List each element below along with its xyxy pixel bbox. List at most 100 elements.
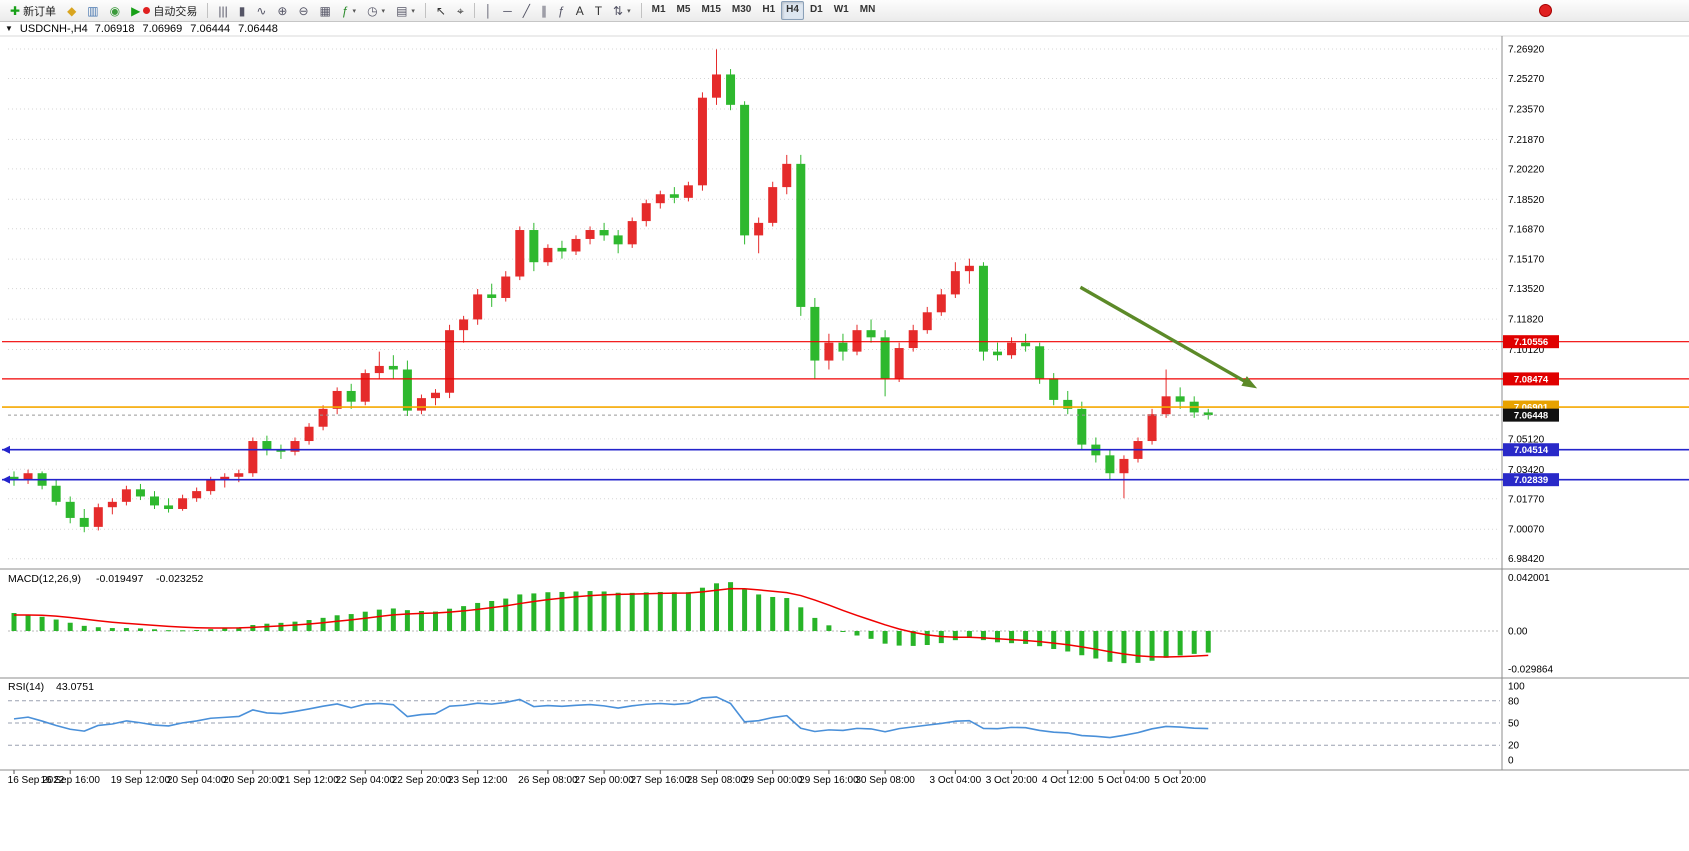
svg-text:7.10120: 7.10120: [1508, 345, 1545, 356]
time-axis-label: 22 Sep 20:00: [392, 775, 452, 786]
zoom-in-button[interactable]: ⊕: [272, 0, 292, 21]
svg-text:0.042001: 0.042001: [1508, 573, 1550, 584]
svg-text:7.21870: 7.21870: [1508, 135, 1545, 146]
symbol-dropdown-icon[interactable]: ▼: [5, 24, 13, 33]
timeframe-button-m30[interactable]: M30: [731, 4, 752, 15]
svg-text:7.26920: 7.26920: [1508, 45, 1545, 56]
zoom-out-button[interactable]: ⊖: [293, 0, 313, 21]
svg-text:7.05120: 7.05120: [1508, 434, 1545, 445]
favorites-icon: ◆: [67, 3, 77, 18]
fibonacci-icon: ƒ: [558, 3, 565, 18]
svg-text:20: 20: [1508, 741, 1520, 752]
svg-text:7.00070: 7.00070: [1508, 525, 1545, 536]
svg-text:7.03420: 7.03420: [1508, 465, 1545, 476]
text-icon: A: [575, 3, 584, 18]
equidistant-channel-button[interactable]: ∥: [536, 0, 552, 21]
svg-text:7.08474: 7.08474: [1514, 374, 1549, 385]
tile-windows-icon: ▦: [319, 3, 331, 18]
open-value: 7.06918: [94, 23, 135, 35]
timeframe-button-m1[interactable]: M1: [651, 4, 666, 15]
fibonacci-button[interactable]: ƒ: [553, 0, 570, 21]
timeframe-button-m15[interactable]: M15: [701, 4, 721, 15]
tile-windows-button[interactable]: ▦: [315, 0, 336, 21]
time-axis-label: 29 Sep 00:00: [743, 775, 803, 786]
cursor-button[interactable]: ↖: [431, 0, 451, 21]
autotrade-play-icon: ▶: [131, 3, 141, 18]
text-button[interactable]: A: [571, 0, 589, 21]
chart-window: ▼ USDCNH-,H4 7.06918 7.06969 7.06444 7.0…: [0, 22, 1689, 790]
autotrade-status-icon: [143, 7, 151, 14]
time-axis-label: 5 Oct 20:00: [1154, 775, 1206, 786]
timeframes-dropdown-button[interactable]: ◷ ▾: [362, 0, 390, 21]
crosshair-button[interactable]: ⌖: [452, 0, 469, 21]
horizontal-line-icon: ─: [503, 3, 512, 18]
macd-signal-value: -0.023252: [156, 573, 203, 585]
timeframe-button-m5[interactable]: M5: [676, 4, 691, 15]
text-label-button[interactable]: T: [590, 0, 607, 21]
timeframe-button-h1[interactable]: H1: [762, 4, 776, 15]
autotrade-label: 自动交易: [153, 5, 198, 18]
bar-chart-button[interactable]: |||: [213, 0, 232, 21]
alerts-icon: ◉: [109, 3, 121, 18]
time-axis-label: 28 Sep 08:00: [687, 775, 747, 786]
rsi-value: 43.0751: [56, 681, 94, 693]
templates-icon: ▤: [396, 3, 408, 18]
candlestick-chart-button[interactable]: ▮: [234, 0, 251, 21]
timeframe-button-w1[interactable]: W1: [833, 4, 849, 15]
notification-badge[interactable]: [1539, 4, 1552, 17]
favorites-button[interactable]: ◆: [62, 0, 81, 21]
candles: [9, 49, 1213, 533]
horizontal-line-button[interactable]: ─: [498, 0, 517, 21]
toolbar-separator: [473, 3, 475, 18]
chevron-down-icon: ▾: [411, 7, 415, 15]
candlestick-chart-icon: ▮: [238, 3, 246, 18]
price-chart-canvas[interactable]: 7.26920 7.25270 7.23570 7.21870 7.20220 7.185…: [0, 22, 1689, 790]
vertical-line-button[interactable]: │: [480, 0, 498, 21]
timeframe-button-mn[interactable]: MN: [859, 4, 876, 15]
main-toolbar: ✚ 新订单 ◆ ▥ ◉ ▶ 自动交易 ||| ▮ ∿ ⊕ ⊖ ▦ ƒ ▾ ◷ ▾ ▤ ▾ ↖ ⌖ │ ─ ╱ ∥ ƒ A T ⇅ ▾ M1 M…: [0, 0, 1689, 22]
line-price-badge: [1503, 372, 1559, 386]
rsi-label: RSI(14): [8, 681, 44, 693]
vertical-line-icon: │: [484, 3, 493, 18]
svg-text:7.06901: 7.06901: [1514, 403, 1549, 414]
order-plus-icon: ✚: [10, 3, 21, 18]
timeframe-button-h4[interactable]: H4: [781, 1, 804, 20]
svg-text:7.10556: 7.10556: [1514, 337, 1548, 348]
autotrade-button[interactable]: ▶ 自动交易: [126, 0, 202, 21]
arrows-button[interactable]: ⇅ ▾: [608, 0, 636, 21]
indicators-icon: ƒ: [341, 3, 349, 18]
time-axis-label: 27 Sep 16:00: [631, 775, 691, 786]
chevron-down-icon: ▾: [352, 7, 357, 15]
new-order-button[interactable]: ✚ 新订单: [5, 0, 61, 21]
time-axis-label: 3 Oct 04:00: [929, 775, 981, 786]
ohlc-values: 7.06918 7.06969 7.06444 7.06448: [95, 23, 278, 35]
price-badges: 7.10556 7.08474 7.06901 7.04514 7.02839 7.064…: [1503, 335, 1559, 487]
svg-text:7.20220: 7.20220: [1508, 164, 1545, 175]
new-order-label: 新订单: [23, 5, 57, 18]
svg-text:7.11820: 7.11820: [1508, 315, 1544, 326]
svg-text:7.25270: 7.25270: [1508, 74, 1545, 85]
trend-arrow[interactable]: [1079, 285, 1258, 389]
svg-text:7.02839: 7.02839: [1514, 475, 1548, 486]
timeframe-button-d1[interactable]: D1: [809, 4, 823, 15]
toolbar-separator: [640, 3, 642, 18]
time-axis-label: 20 Sep 20:00: [223, 775, 283, 786]
horizontal-lines[interactable]: [2, 341, 1689, 484]
low-value: 7.06444: [190, 23, 231, 35]
text-label-icon: T: [594, 3, 603, 18]
line-chart-button[interactable]: ∿: [251, 0, 271, 21]
crosshair-icon: ⌖: [456, 3, 464, 18]
svg-text:0.00: 0.00: [1508, 626, 1528, 637]
trendline-button[interactable]: ╱: [518, 0, 535, 21]
time-axis-label: 29 Sep 16:00: [799, 775, 859, 786]
cursor-icon: ↖: [435, 3, 446, 18]
market-watch-button[interactable]: ▥: [82, 0, 103, 21]
chevron-down-icon: ▾: [381, 7, 386, 15]
trendline-icon: ╱: [522, 3, 530, 18]
templates-button[interactable]: ▤ ▾: [391, 0, 420, 21]
symbol-period-label: USDCNH-,H4: [19, 23, 88, 35]
alerts-button[interactable]: ◉: [105, 0, 125, 21]
time-axis-label: 4 Oct 12:00: [1042, 775, 1094, 786]
indicators-button[interactable]: ƒ ▾: [337, 0, 361, 21]
